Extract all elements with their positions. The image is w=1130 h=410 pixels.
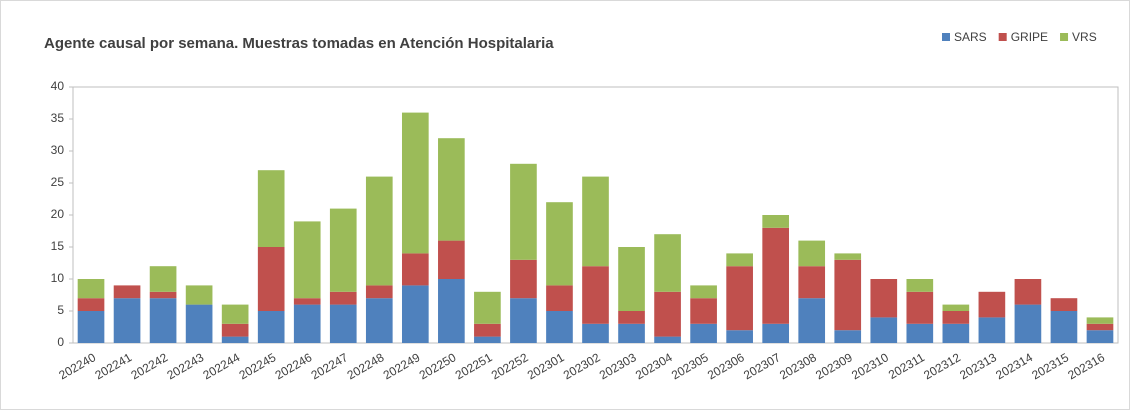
y-tick-label: 40 [51, 79, 65, 93]
bar-segment [762, 215, 790, 228]
y-tick-label: 10 [51, 271, 65, 285]
legend-label: GRIPE [1011, 30, 1048, 44]
y-tick-label: 30 [51, 143, 65, 157]
bar-segment [474, 336, 501, 343]
bar-segment [654, 234, 681, 292]
bar-segment [113, 285, 141, 299]
chart-title: Agente causal por semana. Muestras tomad… [44, 35, 554, 52]
bar-segment [942, 304, 970, 311]
bar-segment [762, 323, 790, 343]
bar-segment [329, 291, 357, 305]
bar-segment [870, 279, 898, 318]
legend-swatch [942, 33, 950, 41]
bar-segment [942, 311, 970, 324]
bar-segment [1014, 279, 1042, 305]
bar-segment [834, 330, 862, 343]
bar-segment [474, 291, 501, 324]
legend: SARS GRIPE VRS [942, 30, 1097, 44]
bar-segment [906, 323, 934, 343]
bar-segment [113, 298, 141, 343]
bar-segment [978, 317, 1006, 343]
bar-segment [546, 202, 573, 286]
bar-segment [221, 323, 249, 337]
bar-segment [1086, 317, 1114, 324]
y-tick-label: 35 [51, 111, 65, 125]
bar-segment [185, 285, 213, 305]
bar-segment [870, 317, 898, 343]
bar-segment [546, 311, 573, 343]
bar-segment [798, 240, 826, 267]
bar-segment [365, 298, 393, 343]
bar-segment [221, 304, 249, 324]
bar-segment [257, 311, 285, 343]
bar-segment [582, 176, 609, 267]
y-tick-label: 5 [57, 303, 64, 317]
bar-segment [293, 221, 321, 299]
bar-segment [77, 311, 105, 343]
bar-segment [149, 291, 177, 299]
bar-segment [978, 291, 1006, 318]
bar-segment [762, 227, 790, 324]
bar-segment [618, 311, 645, 324]
bar-segment [77, 298, 105, 311]
bar-segment [690, 323, 717, 343]
bar-segment [77, 279, 105, 299]
bar-segment [582, 323, 609, 343]
bar-segment [438, 138, 465, 241]
bar-segment [510, 259, 537, 299]
y-tick-label: 15 [51, 239, 65, 253]
bar-segment [1086, 323, 1114, 331]
bar-segment [1014, 304, 1042, 343]
legend-label: VRS [1072, 30, 1097, 44]
bar-segment [149, 298, 177, 343]
legend-swatch [998, 33, 1007, 41]
bar-segment [185, 304, 213, 343]
bar-segment [654, 336, 681, 343]
bar-segment [906, 279, 934, 292]
bar-segment [618, 247, 645, 311]
bar-segment [582, 266, 609, 324]
bar-segment [474, 323, 501, 337]
bar-segment [690, 298, 717, 324]
bar-segment [798, 298, 826, 343]
bar-segment [365, 285, 393, 299]
bar-segment [365, 176, 393, 286]
bar-segment [834, 259, 862, 331]
bar-segment [726, 253, 753, 267]
bar-segment [257, 170, 285, 247]
bar-segment [401, 112, 429, 254]
bar-segment [257, 247, 285, 311]
bar-segment [401, 253, 429, 286]
y-tick-label: 0 [57, 335, 64, 349]
y-tick-label: 25 [51, 175, 65, 189]
bar-segment [149, 266, 177, 292]
bar-segment [401, 285, 429, 343]
bar-segment [546, 285, 573, 311]
bar-segment [726, 330, 753, 343]
legend-label: SARS [954, 30, 987, 44]
bar-segment [438, 240, 465, 279]
bar-segment [329, 304, 357, 343]
bar-segment [293, 304, 321, 343]
bar-segment [942, 323, 970, 343]
legend-swatch [1060, 33, 1069, 41]
bar-segment [726, 266, 753, 331]
bar-segment [293, 298, 321, 305]
bar-segment [798, 266, 826, 299]
bar-segment [510, 163, 537, 260]
bar-segment [1050, 298, 1078, 311]
bar-segment [654, 291, 681, 337]
bar-segment [1050, 311, 1078, 343]
bar-segment [906, 291, 934, 324]
bar-segment [221, 336, 249, 343]
bar-segment [690, 285, 717, 299]
bar-segment [618, 323, 645, 343]
bar-segment [510, 298, 537, 343]
bar-segment [329, 208, 357, 292]
bar-segment [834, 253, 862, 260]
y-tick-label: 20 [51, 207, 65, 221]
bar-segment [1086, 330, 1114, 343]
bar-segment [438, 279, 465, 343]
